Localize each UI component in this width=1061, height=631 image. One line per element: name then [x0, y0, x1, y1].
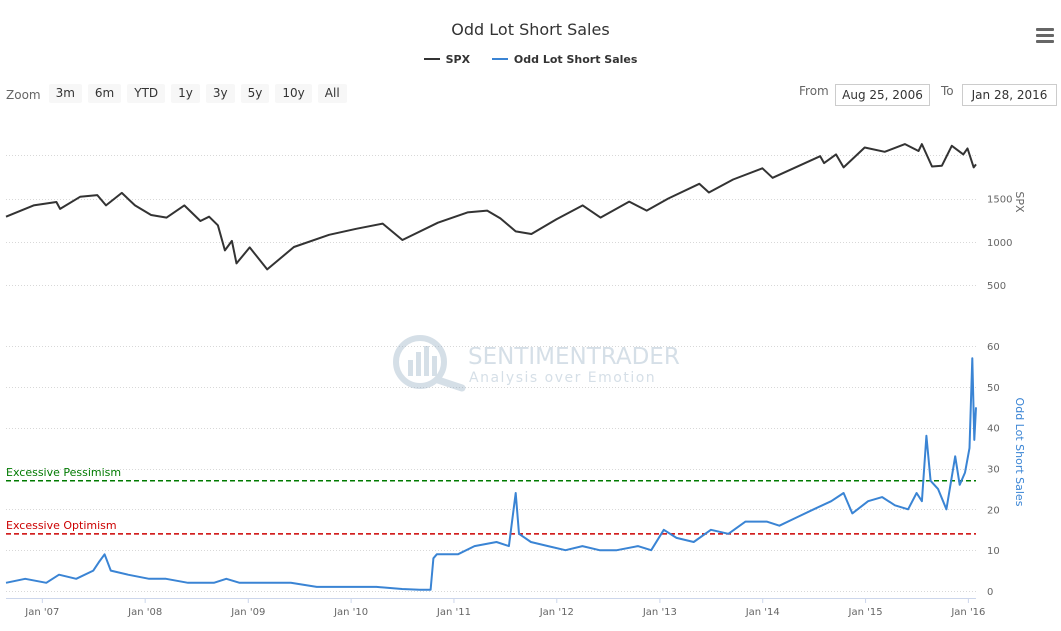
zoom-label: Zoom [6, 87, 41, 102]
zoom-button-6m[interactable]: 6m [87, 84, 122, 103]
chart-title: Odd Lot Short Sales [451, 20, 610, 39]
zoom-button-5y[interactable]: 5y [240, 84, 270, 103]
legend: SPX Odd Lot Short Sales [0, 50, 1061, 66]
y-tick-label: 60 [987, 342, 1000, 353]
zoom-button-ytd[interactable]: YTD [127, 84, 166, 103]
y-axis-title: Odd Lot Short Sales [1013, 398, 1026, 507]
threshold-label: Excessive Pessimism [6, 466, 121, 479]
y-tick-label: 20 [987, 505, 1000, 516]
y-tick-label: 1000 [987, 238, 1012, 249]
y-tick-label: 40 [987, 424, 1000, 435]
watermark-tagline: Analysis over Emotion [469, 370, 656, 386]
y-axis-title: SPX [1013, 191, 1026, 213]
range-to-label: To [941, 84, 954, 98]
zoom-button-all[interactable]: All [317, 84, 347, 103]
zoom-button-3y[interactable]: 3y [205, 84, 235, 103]
y-tick-label: 30 [987, 465, 1000, 476]
zoom-button-3m[interactable]: 3m [48, 84, 82, 103]
watermark-name: SENTIMENTRADER [468, 344, 680, 370]
x-tick-label: Jan '15 [848, 607, 883, 618]
axes: 500 1000 1500 SPX 0 10 20 30 40 50 60 Odd Lot Short… [6, 191, 1026, 618]
zoom-button-1y[interactable]: 1y [171, 84, 200, 103]
x-tick-label: Jan '12 [539, 607, 574, 618]
legend-label-odd-lot: Odd Lot Short Sales [513, 52, 638, 66]
range-from-label: From [799, 84, 829, 98]
x-tick-label: Jan '13 [642, 607, 677, 618]
y-tick-label: 500 [987, 281, 1006, 292]
y-tick-label: 50 [987, 383, 1000, 394]
y-tick-label: 0 [987, 587, 993, 598]
x-tick-label: Jan '11 [436, 607, 471, 618]
x-tick-label: Jan '16 [950, 607, 985, 618]
x-tick-label: Jan '10 [333, 607, 368, 618]
y-tick-label: 10 [987, 546, 1000, 557]
range-to-input[interactable]: Jan 28, 2016 [962, 84, 1057, 106]
legend-item-spx[interactable]: SPX [423, 52, 471, 66]
legend-label-spx: SPX [445, 52, 471, 66]
y-tick-label: 1500 [987, 195, 1012, 206]
series-line-odd-lot [5, 357, 977, 591]
legend-item-odd-lot[interactable]: Odd Lot Short Sales [491, 52, 638, 66]
watermark: SENTIMENTRADER Analysis over Emotion [393, 335, 680, 392]
legend-line-icon [423, 58, 440, 60]
annotations: Excessive Pessimism Excessive Optimism [6, 466, 976, 535]
series-line-spx [5, 143, 977, 271]
legend-line-icon [491, 58, 508, 60]
watermark-logo-icon [393, 335, 466, 392]
x-tick-label: Jan '14 [745, 607, 780, 618]
x-tick-label: Jan '07 [24, 607, 59, 618]
zoom-bar: Zoom 3m 6m YTD 1y 3y 5y 10y All [6, 84, 353, 103]
threshold-label: Excessive Optimism [6, 519, 117, 532]
hamburger-menu-icon[interactable] [1036, 28, 1054, 44]
x-tick-label: Jan '08 [127, 607, 162, 618]
zoom-button-10y[interactable]: 10y [275, 84, 312, 103]
x-tick-label: Jan '09 [230, 607, 265, 618]
range-from-input[interactable]: Aug 25, 2006 [835, 84, 930, 106]
series-lines [5, 143, 977, 591]
